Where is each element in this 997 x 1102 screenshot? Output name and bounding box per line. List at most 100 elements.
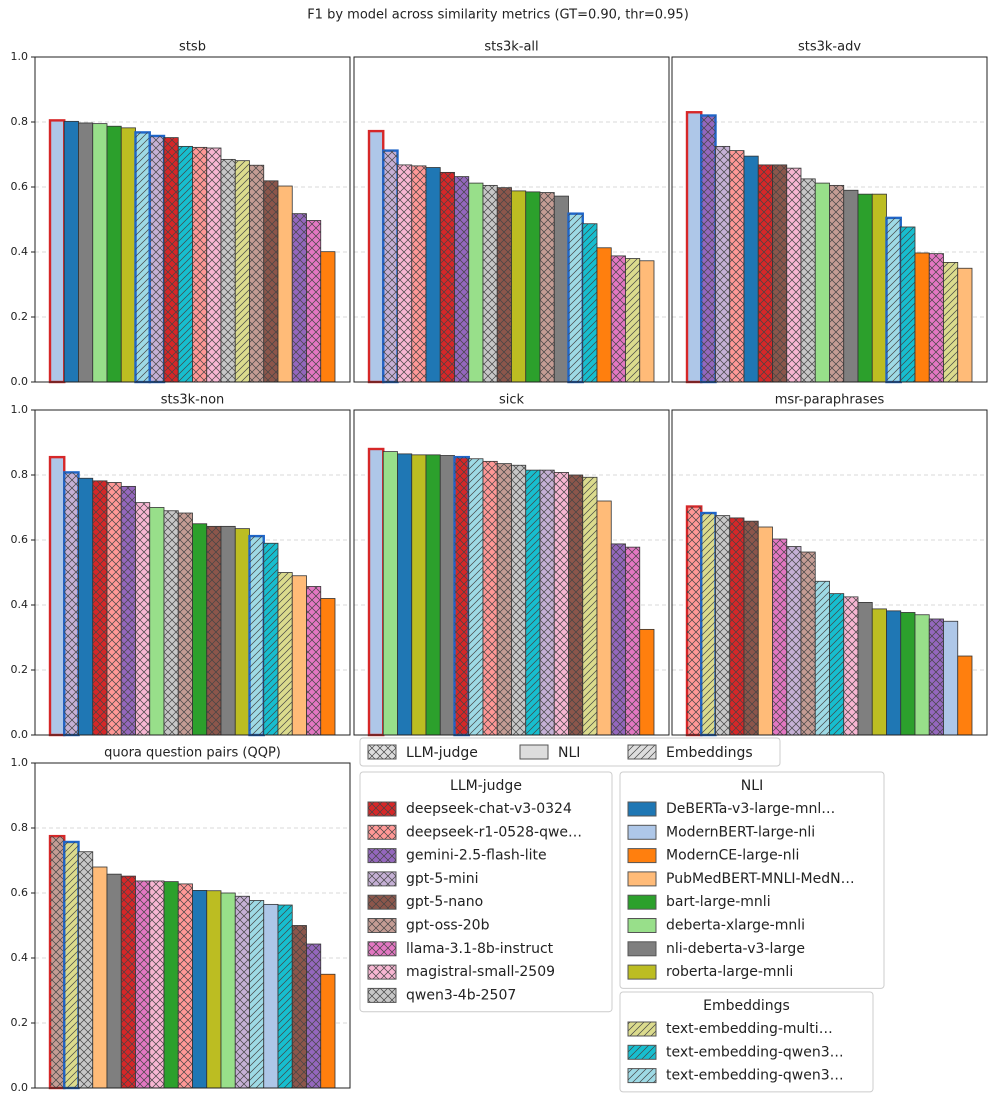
legend-label: gpt-oss-20b <box>406 918 490 934</box>
legend-swatch <box>627 801 657 817</box>
legend-label: gemini-2.5-flash-lite <box>406 848 547 864</box>
plot-frame <box>671 56 988 383</box>
bar-hatch <box>221 159 236 382</box>
bar-hatch <box>149 135 164 382</box>
legend-hatch <box>368 965 396 980</box>
bar <box>367 129 385 384</box>
bar-hatch <box>497 463 512 735</box>
legend-label: text-embedding-qwen3… <box>666 1068 844 1084</box>
bar <box>382 451 398 736</box>
bar-hatch <box>582 477 597 735</box>
legend-label: deberta-xlarge-mnli <box>666 918 805 934</box>
legend-label: Embeddings <box>666 745 753 761</box>
bar <box>957 267 973 383</box>
bar-hatch <box>729 517 744 735</box>
legend-label: gpt-5-mini <box>406 871 479 887</box>
plot-frame <box>353 56 670 383</box>
bar <box>291 575 307 736</box>
bar-hatch <box>625 547 640 735</box>
legend-label: gpt-5-nano <box>406 894 483 910</box>
bar-hatch <box>554 472 569 735</box>
bar-hatch <box>135 132 150 382</box>
bar <box>78 477 94 736</box>
legend-hatch <box>368 745 396 759</box>
bar-hatch <box>397 164 412 382</box>
legend-swatch <box>627 894 657 910</box>
legend-title: Embeddings <box>703 998 790 1014</box>
subplot-title: msr-paraphrases <box>775 393 885 408</box>
y-tick-label: 0.6 <box>11 886 29 899</box>
y-tick-label: 0.8 <box>11 115 29 128</box>
bar <box>511 190 527 383</box>
bar-hatch <box>468 458 483 735</box>
bar-hatch <box>249 536 264 735</box>
bar-hatch <box>78 851 93 1088</box>
subplot-title: quora question pairs (QQP) <box>104 746 281 761</box>
bar-hatch <box>278 905 293 1088</box>
bar <box>914 252 930 383</box>
bar-hatch <box>440 172 455 382</box>
bar-hatch <box>178 146 193 382</box>
legend-swatch <box>627 824 657 840</box>
bar <box>320 973 336 1089</box>
bar <box>78 122 94 383</box>
y-tick-label: 1.0 <box>11 403 29 416</box>
bar <box>397 453 413 736</box>
bar <box>192 890 208 1089</box>
y-tick-label: 1.0 <box>11 756 29 769</box>
bar-hatch <box>900 226 915 382</box>
bar-hatch <box>164 137 179 382</box>
plot-frame <box>671 409 988 736</box>
bar <box>757 526 773 736</box>
bar <box>596 247 612 383</box>
subplot-title: sick <box>499 393 525 408</box>
bar-hatch <box>235 160 250 382</box>
bar <box>220 525 236 736</box>
legend-label: roberta-large-mnli <box>666 964 793 980</box>
bar <box>914 614 930 736</box>
bar <box>206 890 222 1089</box>
legend-hatch <box>368 895 396 910</box>
legend-label: deepseek-chat-v3-0324 <box>406 801 572 817</box>
bar-hatch <box>178 883 193 1088</box>
bar <box>106 125 122 383</box>
y-tick-label: 0.0 <box>11 375 29 388</box>
bar <box>957 655 973 736</box>
bar <box>192 523 208 736</box>
bar-hatch <box>135 880 150 1088</box>
bar-hatch <box>292 213 307 382</box>
bar-hatch <box>929 253 944 382</box>
bar <box>814 182 830 383</box>
bar-hatch <box>149 880 164 1088</box>
y-tick-label: 0.2 <box>11 310 29 323</box>
legend-label: text-embedding-multi… <box>666 1021 833 1037</box>
bar-hatch <box>135 502 150 735</box>
legend-swatch <box>627 964 657 980</box>
legend-hatch <box>368 941 396 956</box>
legend-hatch <box>628 1045 656 1060</box>
bar-hatch <box>772 164 787 382</box>
subplot-title: sts3k-all <box>484 40 538 55</box>
y-tick-label: 0.6 <box>11 533 29 546</box>
bar-hatch <box>701 513 716 735</box>
bar-hatch <box>292 925 307 1088</box>
bar-hatch <box>511 465 526 735</box>
legend-label: bart-large-mnli <box>666 894 771 910</box>
bar <box>639 628 655 736</box>
bar-hatch <box>786 168 801 382</box>
bar-hatch <box>483 461 498 735</box>
legend-label: magistral-small-2509 <box>406 964 555 980</box>
legend-swatch <box>627 871 657 887</box>
y-tick-label: 1.0 <box>11 50 29 63</box>
bar-hatch <box>843 596 858 735</box>
bar-hatch <box>50 836 65 1088</box>
subplot-title: stsb <box>179 40 206 55</box>
bar <box>871 608 887 736</box>
bar-hatch <box>206 148 221 382</box>
legend-label: NLI <box>558 745 580 761</box>
bar <box>639 260 655 383</box>
bar-hatch <box>815 581 830 735</box>
bar <box>468 182 484 383</box>
bar-hatch <box>568 475 583 735</box>
bar-hatch <box>121 876 136 1088</box>
